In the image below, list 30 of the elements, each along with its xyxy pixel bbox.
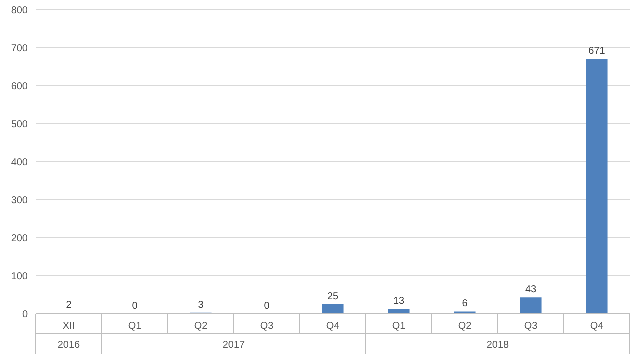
x-tick-label: Q2 xyxy=(458,321,472,332)
data-label: 3 xyxy=(198,300,204,311)
y-tick-label: 300 xyxy=(11,196,28,207)
y-tick-label: 500 xyxy=(11,120,28,131)
data-label: 0 xyxy=(132,301,138,312)
data-label: 6 xyxy=(462,298,468,310)
x-tick-label: XII xyxy=(62,321,76,332)
text: 2016 xyxy=(58,340,81,351)
x-tick-label: Q1 xyxy=(392,321,406,332)
data-label: 671 xyxy=(588,46,606,58)
y-tick-label: 100 xyxy=(11,272,28,283)
text: 2017 xyxy=(222,340,246,351)
data-label: 43 xyxy=(525,284,537,296)
data-label: 13 xyxy=(393,296,405,308)
y-tick-label: 700 xyxy=(11,44,28,55)
y-tick-label: 800 xyxy=(11,6,28,17)
data-label: 0 xyxy=(264,301,270,312)
data-label: 2 xyxy=(66,300,72,312)
y-tick-label: 0 xyxy=(22,310,28,321)
data-label: 25 xyxy=(327,292,339,302)
x-tick-label: Q3 xyxy=(524,321,538,332)
x-tick-label: Q2 xyxy=(194,321,208,332)
y-tick-label: 600 xyxy=(11,82,28,93)
x-tick-label: Q3 xyxy=(260,321,274,332)
x-tick-label: Q1 xyxy=(128,321,142,332)
x-tick-label: Q4 xyxy=(590,321,604,332)
y-tick-label: 200 xyxy=(11,234,28,245)
text: 2018 xyxy=(486,340,510,351)
y-tick-label: 400 xyxy=(11,158,28,169)
x-tick-label: Q4 xyxy=(326,321,340,332)
